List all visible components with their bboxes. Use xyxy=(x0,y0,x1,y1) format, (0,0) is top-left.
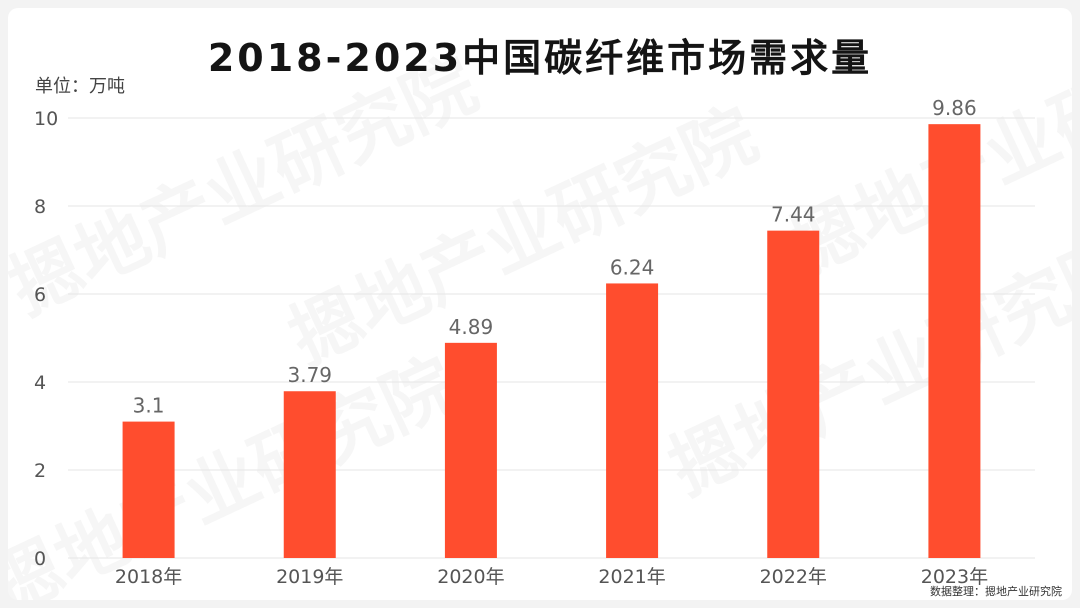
x-tick-label: 2018年 xyxy=(115,566,182,588)
x-tick-label: 2023年 xyxy=(921,566,988,588)
grid-lines xyxy=(68,117,1035,559)
chart-title: 2018-2023中国碳纤维市场需求量 xyxy=(207,36,873,80)
y-tick-label: 2 xyxy=(34,460,46,482)
unit-label: 单位：万吨 xyxy=(35,76,125,97)
bar xyxy=(444,342,497,558)
bar xyxy=(122,421,175,558)
bar xyxy=(767,230,820,558)
chart-card: 摁地产业研究院 摁地产业研究院 摁地产业研究院 摁地产业研究院 摁地产业研究院 … xyxy=(8,8,1072,600)
bar-value-label: 6.24 xyxy=(610,255,655,279)
y-tick-label: 4 xyxy=(34,372,46,394)
bar-value-label: 4.89 xyxy=(449,315,494,339)
x-tick-label: 2021年 xyxy=(598,566,665,588)
bar xyxy=(928,124,981,558)
bar-value-label: 3.1 xyxy=(133,394,165,418)
bar-value-label: 3.79 xyxy=(287,363,332,387)
x-tick-label: 2019年 xyxy=(276,566,343,588)
x-axis-ticks: 2018年 2019年 2020年 2021年 2022年 2023年 xyxy=(115,566,988,588)
bar xyxy=(606,283,659,558)
x-tick-label: 2020年 xyxy=(437,566,504,588)
y-tick-label: 10 xyxy=(34,108,58,130)
value-labels: 3.1 3.79 4.89 6.24 7.44 9.86 xyxy=(133,96,977,417)
bar xyxy=(283,391,336,558)
bar-value-label: 9.86 xyxy=(932,96,977,120)
y-tick-label: 0 xyxy=(34,548,46,570)
bars xyxy=(122,124,981,558)
y-axis-ticks: 0 2 4 6 8 10 xyxy=(34,108,58,570)
source-note: 数据整理：摁地产业研究院 xyxy=(930,585,1062,598)
x-tick-label: 2022年 xyxy=(760,566,827,588)
bar-value-label: 7.44 xyxy=(771,203,816,227)
y-tick-label: 8 xyxy=(34,196,46,218)
y-tick-label: 6 xyxy=(34,284,46,306)
